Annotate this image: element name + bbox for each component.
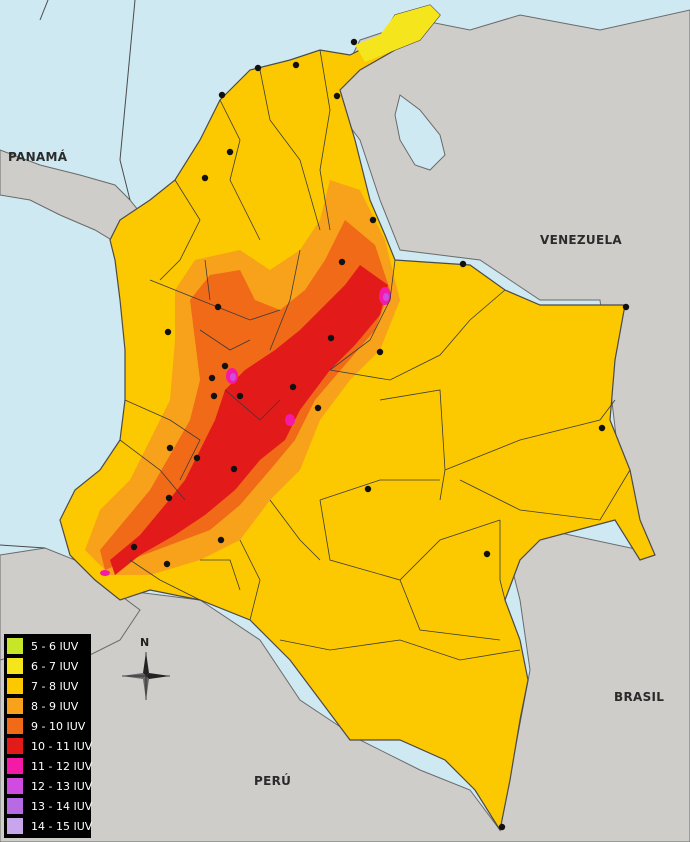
- legend-swatch: [7, 678, 23, 694]
- zone-12-13: [230, 293, 389, 381]
- legend-label: 6 - 7 IUV: [31, 659, 79, 673]
- city-markers: [130, 38, 630, 831]
- uv-legend: 5 - 6 IUV 6 - 7 IUV 7 - 8 IUV 8 - 9 IUV 9 - …: [4, 634, 93, 838]
- legend-swatch: [7, 818, 23, 834]
- legend-swatch: [7, 658, 23, 674]
- legend-swatch: [7, 798, 23, 814]
- label-panama: PANAMÁ: [8, 150, 68, 164]
- legend-label: 11 - 12 IUV: [31, 759, 93, 773]
- zone-6-7: [355, 5, 440, 62]
- legend-item: 6 - 7 IUV: [4, 656, 91, 676]
- compass-star-icon: [122, 652, 170, 700]
- legend-label: 5 - 6 IUV: [31, 639, 79, 653]
- zone-10-11: [110, 265, 388, 575]
- legend-swatch: [7, 778, 23, 794]
- label-brasil: BRASIL: [614, 690, 665, 704]
- legend-swatch: [7, 698, 23, 714]
- legend-label: 14 - 15 IUV: [31, 819, 93, 833]
- legend-label: 13 - 14 IUV: [31, 799, 93, 813]
- lake-maracaibo: [394, 94, 446, 171]
- compass-rose: N: [120, 636, 172, 700]
- legend-item: 10 - 11 IUV: [4, 736, 93, 756]
- international-borders: [0, 0, 136, 549]
- neighbor-land: [0, 9, 690, 842]
- label-peru: PERÚ: [254, 774, 292, 788]
- colombia-land: [59, 4, 656, 832]
- legend-swatch: [7, 738, 23, 754]
- compass-north-label: N: [140, 636, 150, 649]
- legend-item: 8 - 9 IUV: [4, 696, 91, 716]
- legend-swatch: [7, 758, 23, 774]
- legend-label: 9 - 10 IUV: [31, 719, 86, 733]
- legend-label: 8 - 9 IUV: [31, 699, 79, 713]
- legend-item: 7 - 8 IUV: [4, 676, 91, 696]
- legend-item: 13 - 14 IUV: [4, 796, 93, 816]
- legend-swatch: [7, 718, 23, 734]
- legend-item: 5 - 6 IUV: [4, 636, 91, 656]
- legend-label: 7 - 8 IUV: [31, 679, 79, 693]
- legend-item: 9 - 10 IUV: [4, 716, 91, 736]
- legend-item: 12 - 13 IUV: [4, 776, 93, 796]
- label-venezuela: VENEZUELA: [540, 233, 623, 247]
- legend-item: 14 - 15 IUV: [4, 816, 93, 836]
- legend-item: 11 - 12 IUV: [4, 756, 93, 776]
- legend-label: 10 - 11 IUV: [31, 739, 93, 753]
- legend-swatch: [7, 638, 23, 654]
- department-borders: [119, 49, 631, 661]
- legend-label: 12 - 13 IUV: [31, 779, 93, 793]
